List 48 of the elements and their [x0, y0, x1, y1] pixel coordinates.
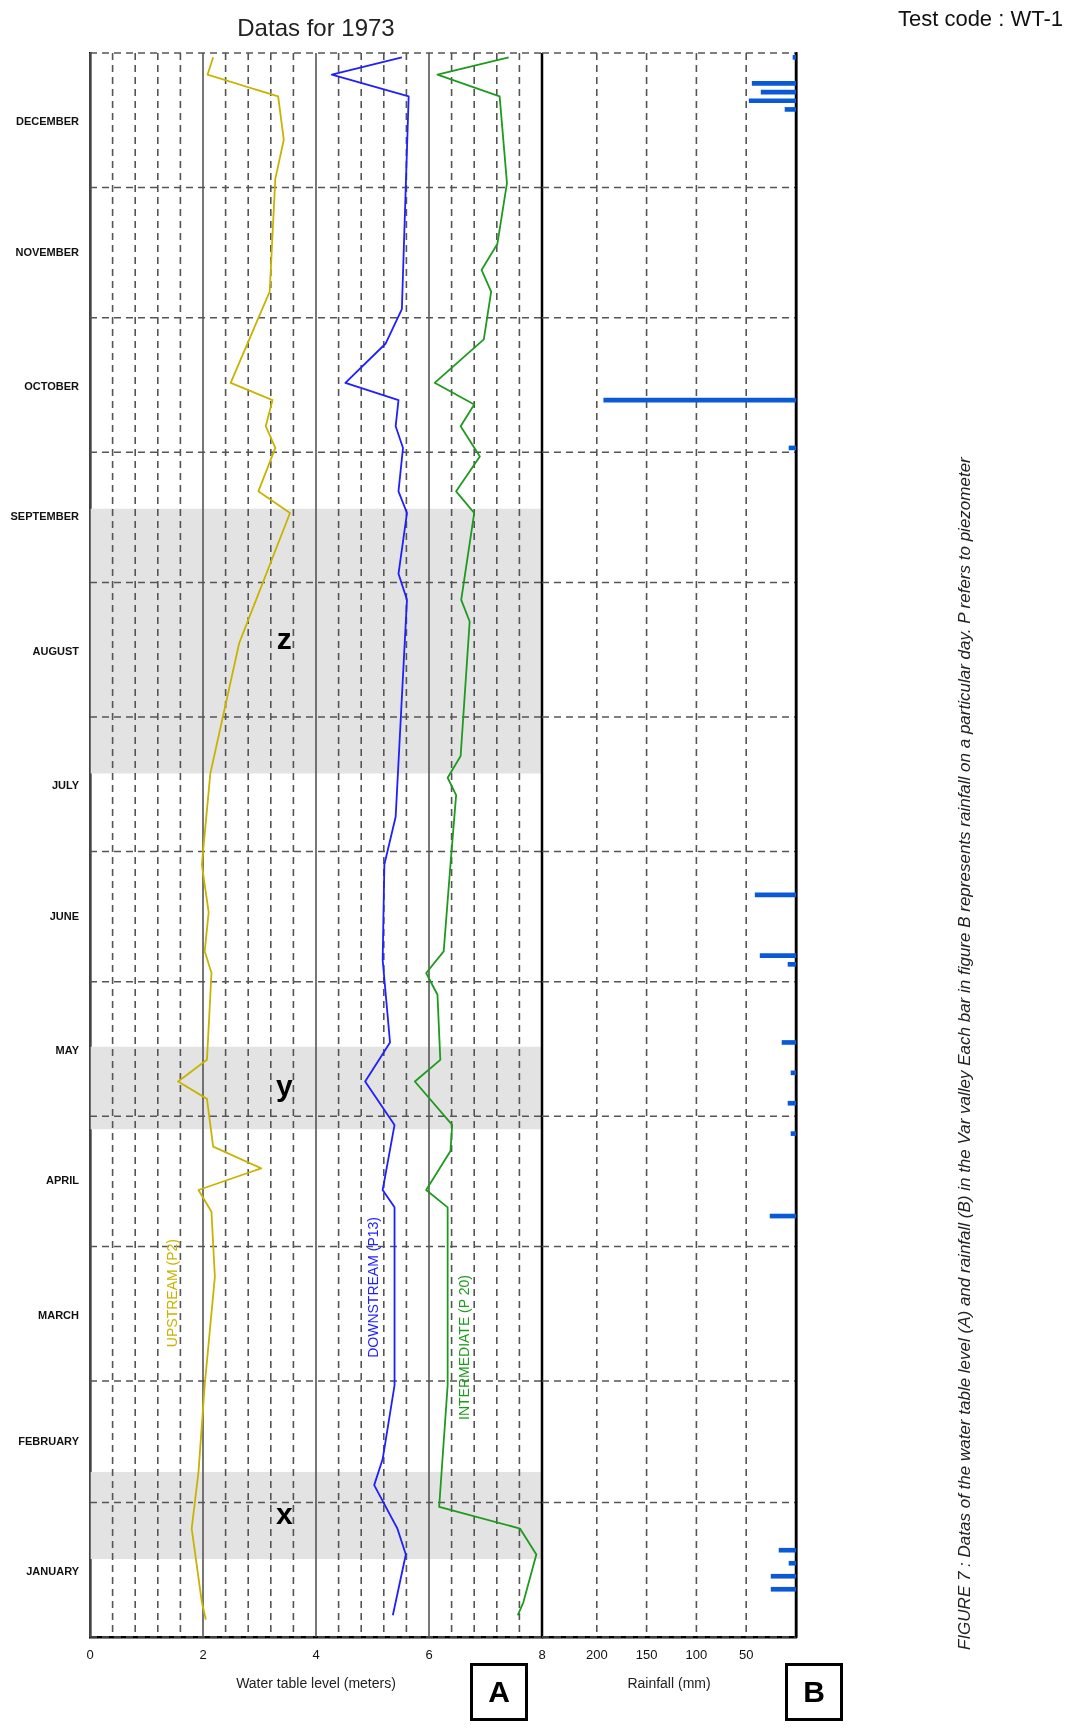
x-tick-label: 6	[425, 1647, 433, 1663]
y-tick-label: MARCH	[38, 1308, 80, 1321]
caption: FIGURE 7 : Datas of the water table level (A) and rainfall (B) in the Var valley Each bar in figure B represents rainfall on a particular day. P refers to piezometer	[955, 456, 975, 1650]
y-tick-label: JUNE	[49, 909, 79, 922]
y-tick-label: FEBRUARY	[18, 1434, 80, 1447]
bar	[770, 1586, 796, 1592]
y-tick-label: OCTOBER	[24, 380, 80, 393]
x-tick-label: 8	[538, 1647, 546, 1663]
y-tick-label: SEPTEMBER	[10, 510, 80, 523]
bar	[784, 107, 796, 112]
bar	[787, 962, 796, 967]
bar	[759, 953, 796, 958]
x-tick-label: 100	[685, 1647, 708, 1663]
y-tick-label: APRIL	[46, 1174, 80, 1187]
x-axis-title: Water table level (meters)	[236, 1675, 396, 1692]
band-label: y	[276, 1069, 294, 1103]
bar	[788, 1560, 796, 1566]
y-tick-label: MAY	[55, 1044, 80, 1057]
bar	[603, 397, 796, 403]
text: A	[470, 1663, 528, 1721]
x-tick-label: 4	[312, 1647, 320, 1663]
text: DOWNSTREAM (P13)	[364, 1216, 381, 1358]
text: INTERMEDIATE (P 20)	[456, 1274, 473, 1420]
bar	[792, 55, 796, 60]
band-label: z	[276, 622, 292, 656]
chart-title: Datas for 1973	[236, 14, 396, 42]
y-tick-label: DECEMBER	[16, 115, 80, 128]
band-label: x	[276, 1496, 294, 1530]
text: B	[785, 1663, 843, 1721]
text: Test code : WT-1	[897, 6, 1063, 32]
bar	[770, 1573, 796, 1579]
x-tick-label: 200	[585, 1647, 608, 1663]
y-tick-label: JANUARY	[26, 1564, 80, 1577]
bar	[778, 1547, 796, 1553]
y-tick-label: AUGUST	[32, 644, 80, 657]
bar	[781, 1040, 796, 1045]
bar	[751, 81, 796, 86]
bar	[787, 1100, 796, 1106]
x-tick-label: 150	[635, 1647, 658, 1663]
bar	[748, 98, 796, 104]
bar	[790, 1131, 796, 1136]
x-tick-label: 2	[199, 1647, 207, 1663]
text: UPSTREAM (P2)	[163, 1239, 180, 1348]
y-tick-label: NOVEMBER	[15, 245, 80, 258]
x-tick-label: 0	[86, 1647, 94, 1663]
x-axis-title: Rainfall (mm)	[627, 1675, 711, 1692]
x-tick-label: 50	[738, 1647, 754, 1663]
y-tick-label: JULY	[51, 779, 80, 792]
